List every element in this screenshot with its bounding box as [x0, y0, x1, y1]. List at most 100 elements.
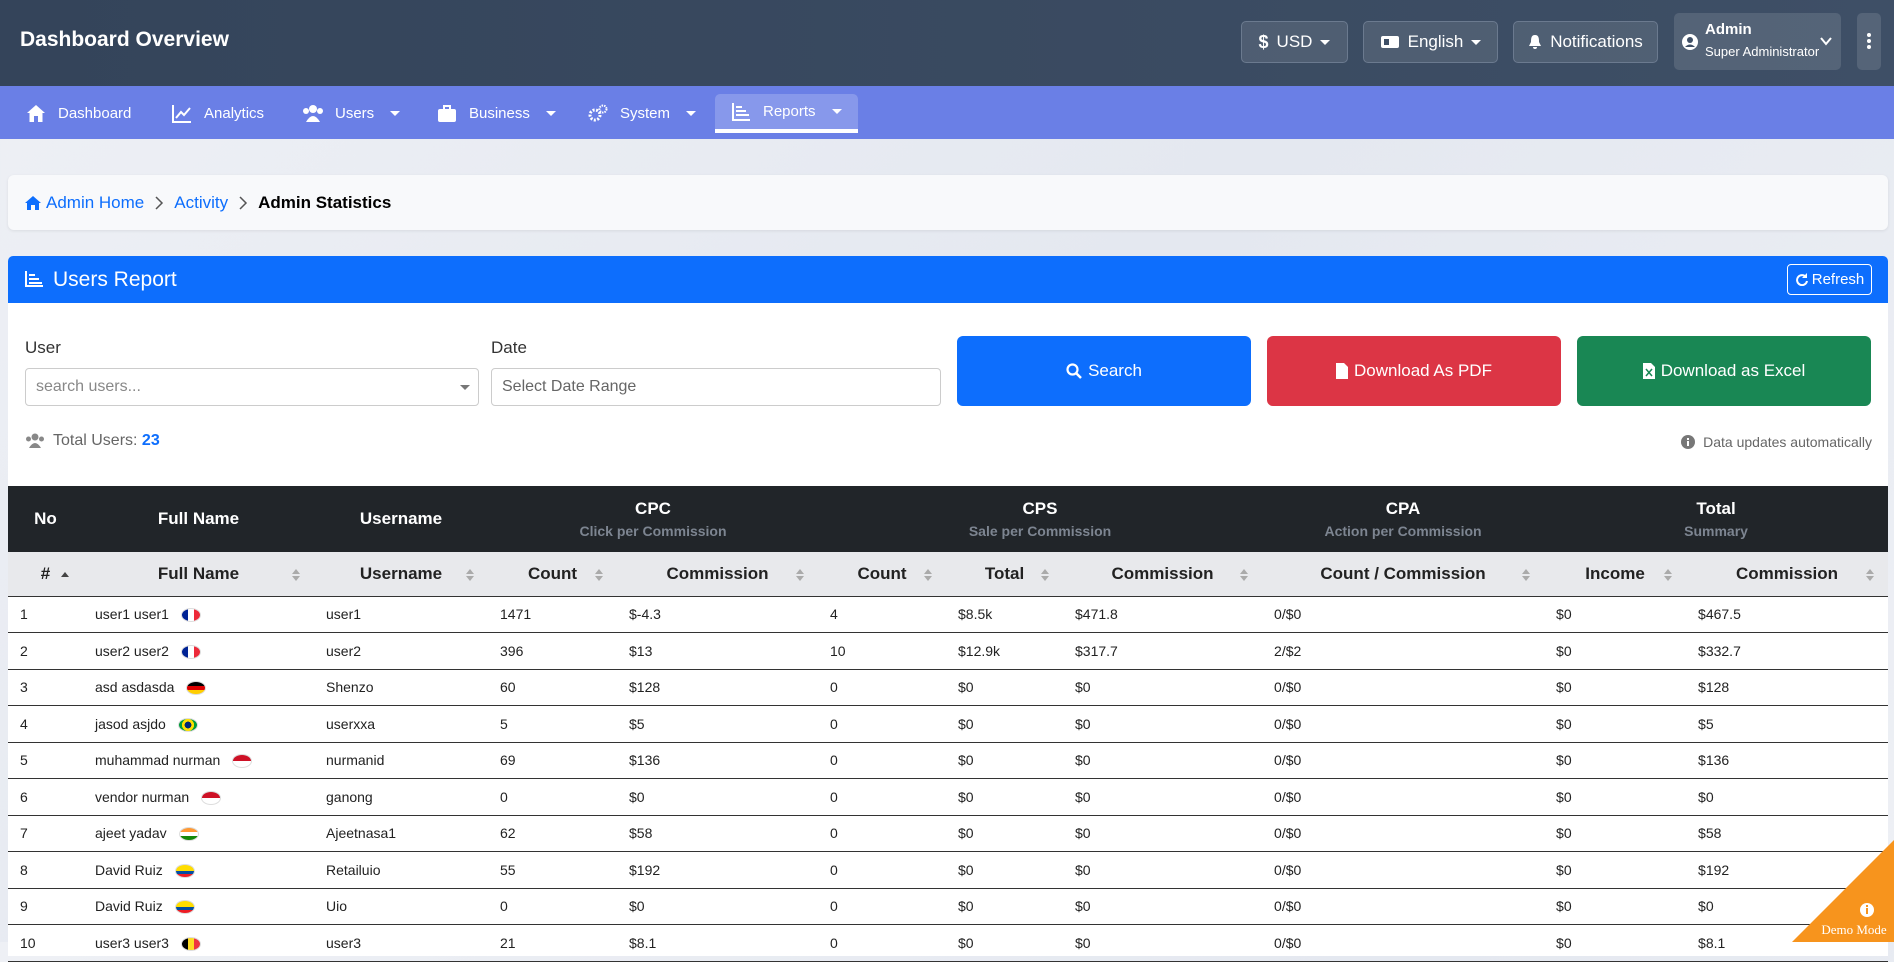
notifications-button[interactable]: Notifications [1513, 21, 1658, 63]
table-cell: $0 [1544, 924, 1687, 962]
total-label: Total Users: [53, 432, 138, 449]
excel-label: Download as Excel [1660, 361, 1806, 380]
search-label: Search [1088, 361, 1142, 380]
nav-item[interactable]: Analytics [156, 94, 280, 133]
column-header-cell[interactable]: Commission [617, 552, 819, 597]
column-header-cell[interactable]: Full Name [83, 552, 314, 597]
nav-item[interactable]: System [572, 94, 712, 133]
group-header-cell: CPA Action per Commission [1262, 486, 1545, 552]
language-button[interactable]: English [1363, 21, 1498, 63]
cell-text: 0/$0 [1274, 715, 1302, 732]
column-header-cell[interactable]: # [8, 552, 83, 597]
cell-text: 0/$0 [1274, 898, 1302, 915]
sort-icon [1041, 569, 1050, 581]
sort-icon [466, 569, 474, 581]
excel-button[interactable]: Download as Excel [1577, 336, 1871, 406]
currency-button[interactable]: $ USD [1241, 21, 1348, 63]
pdf-button[interactable]: Download As PDF [1267, 336, 1561, 406]
nav-item[interactable]: Reports [715, 94, 858, 133]
table-cell: user3 [314, 924, 488, 962]
crumb-sep [239, 195, 248, 210]
column-header-cell[interactable]: Count / Commission [1262, 552, 1545, 597]
table-cell: $0 [1063, 851, 1263, 889]
table-cell: David Ruiz [83, 888, 314, 925]
report-card: Users Report Refresh User search users..… [8, 256, 1889, 962]
cell-text: 0 [830, 715, 838, 732]
table-cell: $0 [946, 669, 1064, 706]
column-header-cell[interactable]: Username [314, 552, 488, 597]
date-input[interactable]: Select Date Range [491, 368, 941, 406]
cell-text: David Ruiz [95, 898, 163, 915]
sort-icon [61, 572, 69, 577]
search-button[interactable]: Search [957, 336, 1251, 406]
more-button[interactable] [1857, 13, 1881, 70]
table-cell: 0 [488, 778, 617, 816]
cell-text: 396 [500, 642, 524, 659]
table-cell: 5 [488, 705, 617, 743]
cell-text: 21 [500, 934, 516, 951]
cell-text: 10 [830, 642, 846, 659]
column-header-cell[interactable]: Commission [1686, 552, 1889, 597]
cell-text: ajeet yadav [95, 825, 167, 842]
column-label: Income [1585, 563, 1645, 583]
table-cell: user3 user3 [83, 924, 314, 962]
cell-text: 0 [830, 679, 838, 696]
column-header-cell[interactable]: Total [946, 552, 1064, 597]
demo-label: Demo Mode [1821, 922, 1887, 937]
column-header-cell[interactable]: Income [1544, 552, 1687, 597]
cell-text: $0 [958, 788, 974, 805]
cell-text: 0/$0 [1274, 679, 1302, 696]
table-cell: $0 [1063, 888, 1263, 925]
table-cell: $0 [1544, 778, 1687, 816]
flag [178, 827, 199, 842]
refresh-button[interactable]: Refresh [1787, 264, 1872, 295]
table-cell: 62 [488, 815, 617, 852]
cell-text: 5 [20, 752, 28, 769]
cell-text: 60 [500, 679, 516, 696]
table-cell: $5 [1686, 705, 1889, 743]
table-cell: $192 [617, 851, 819, 889]
cell-text: David Ruiz [95, 861, 163, 878]
crumb-link[interactable]: Admin Home [46, 192, 145, 212]
cell-text: user3 [326, 934, 362, 951]
column-header-cell[interactable]: Count [488, 552, 617, 597]
cell-text: 6 [20, 788, 28, 805]
cell-text: $0 [1075, 934, 1091, 951]
table-cell: $136 [1686, 742, 1889, 779]
nav-icon [588, 104, 608, 121]
table-cell: 21 [488, 924, 617, 962]
table-cell: $0 [1063, 742, 1263, 779]
cell-text: 0 [830, 825, 838, 842]
page-title: Dashboard Overview [20, 28, 229, 51]
cell-text: $0 [629, 898, 645, 915]
crumb-link[interactable]: Activity [174, 192, 229, 212]
user-menu[interactable]: Admin Super Administrator [1674, 13, 1841, 70]
table-cell: 0/$0 [1262, 778, 1545, 816]
cell-text: 3 [20, 679, 28, 696]
user-select[interactable]: search users... [25, 368, 479, 406]
cell-text: $136 [1698, 752, 1730, 769]
column-label: Full Name [157, 563, 240, 583]
nav-item[interactable]: Dashboard [10, 94, 147, 133]
cell-text: asd asdasda [95, 679, 175, 696]
cell-text: 9 [20, 898, 28, 915]
table-cell: $0 [946, 705, 1064, 743]
cell-text: $0 [1556, 679, 1572, 696]
group-label: No [34, 509, 57, 528]
table-cell: $8.1 [617, 924, 819, 962]
table-row: 7 ajeet yadav Ajeetnasa1 62 $58 0 $0 $0 0/$0 $0 $5… [8, 815, 1889, 852]
nav-label: Dashboard [58, 105, 132, 122]
group-label: CPA [1385, 499, 1421, 518]
table-cell: nurmanid [314, 742, 488, 779]
sort-icon [595, 569, 603, 581]
column-header-cell[interactable]: Count [818, 552, 947, 597]
nav-item[interactable]: Users [287, 94, 416, 133]
column-header-cell[interactable]: Commission [1063, 552, 1263, 597]
table-cell: 0 [818, 705, 947, 743]
nav-item[interactable]: Business [421, 94, 572, 133]
table-cell: 5 [8, 742, 83, 779]
nav-icon [303, 104, 323, 122]
table-cell: 4 [8, 705, 83, 743]
cell-text: $0 [1075, 715, 1091, 732]
cell-text: $192 [629, 861, 661, 878]
